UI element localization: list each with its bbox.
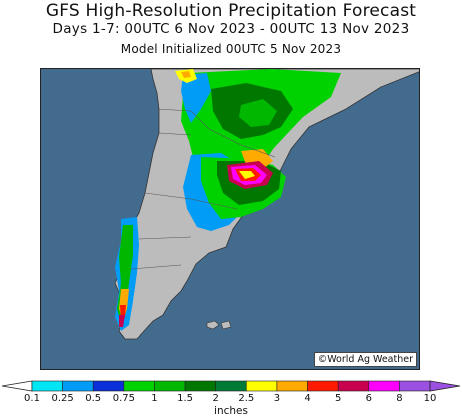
precip-zone-andes-purple <box>119 315 125 327</box>
legend-tick-label: 10 <box>423 393 437 404</box>
precip-zone-north-mid <box>239 99 277 127</box>
map-canvas <box>41 69 419 369</box>
precip-zone-blue-west <box>181 73 211 123</box>
legend-swatch <box>154 380 186 392</box>
legend-swatch <box>123 380 155 392</box>
legend-swatch <box>215 380 247 392</box>
legend-swatch <box>31 380 63 392</box>
country-borders <box>130 108 276 270</box>
legend-tick-label: 0.5 <box>85 393 102 404</box>
legend-swatch <box>368 380 400 392</box>
copyright-credit: ©World Ag Weather <box>313 352 417 367</box>
precip-legend: 0.1 0.25 0.5 0.75 1 1.5 2 2.5 3 4 5 6 8 10 inches <box>0 375 462 417</box>
legend-colorbar <box>1 380 461 392</box>
legend-units: inches <box>214 405 248 417</box>
precip-zone-core-yellow <box>239 171 255 179</box>
legend-tick-label: 3 <box>273 393 281 404</box>
legend-tick-label: 5 <box>334 393 342 404</box>
legend-tick-label: 2 <box>212 393 219 404</box>
legend-tick-label: 4 <box>304 393 311 404</box>
legend-tick-label: 1.5 <box>177 393 194 404</box>
falkland-islands <box>206 320 232 330</box>
legend-swatch <box>276 380 308 392</box>
legend-tick-label: 8 <box>396 393 403 404</box>
precip-zone-orange-north <box>181 71 191 78</box>
legend-swatch <box>62 380 94 392</box>
legend-tick-label: 0.1 <box>24 393 40 404</box>
legend-swatch <box>307 380 339 392</box>
forecast-period: Days 1-7: 00UTC 6 Nov 2023 - 00UTC 13 No… <box>52 21 410 37</box>
legend-swatch <box>246 380 278 392</box>
legend-swatch <box>92 380 125 392</box>
legend-swatch <box>399 380 431 392</box>
legend-tick-label: 1 <box>151 393 158 404</box>
legend-tick-label: 6 <box>365 393 372 404</box>
map-title: GFS High-Resolution Precipitation Foreca… <box>45 1 417 21</box>
legend-swatch <box>184 380 216 392</box>
precipitation-map: ©World Ag Weather <box>40 68 420 370</box>
legend-tick-label: 0.75 <box>112 393 135 404</box>
legend-tick-label: 0.25 <box>51 393 74 404</box>
model-init-time: Model Initialized 00UTC 5 Nov 2023 <box>120 42 342 56</box>
legend-arrow-high <box>429 380 461 392</box>
legend-swatch <box>337 380 370 392</box>
legend-arrow-low <box>1 380 33 392</box>
legend-tick-label: 2.5 <box>238 393 255 404</box>
